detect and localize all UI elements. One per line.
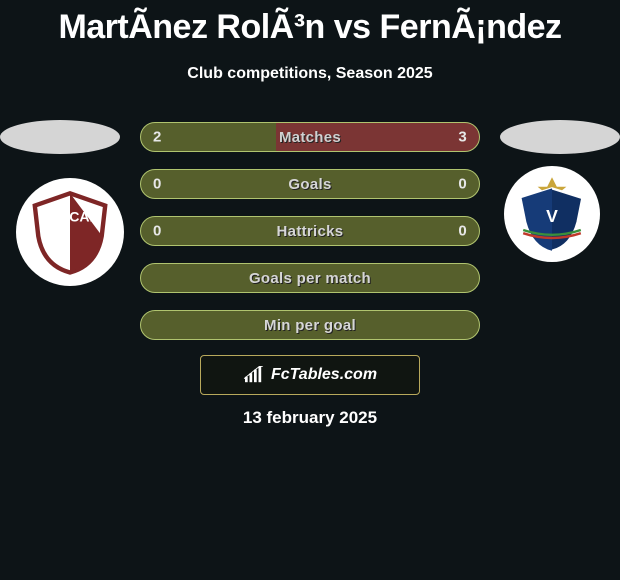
stat-value-left: 0 (153, 176, 162, 193)
stat-bar-mpg: Min per goal (140, 310, 480, 340)
stat-bar-gpm: Goals per match (140, 263, 480, 293)
stat-label: Min per goal (264, 317, 356, 334)
date-label: 13 february 2025 (0, 408, 620, 428)
svg-text:V: V (546, 206, 558, 226)
stage: MartÃ­nez RolÃ³n vs FernÃ¡ndez Club comp… (0, 0, 620, 83)
stat-label: Matches (279, 129, 341, 146)
stat-label: Hattricks (277, 223, 344, 240)
barchart-icon (243, 366, 265, 384)
club-badge-right: V (504, 166, 600, 262)
stat-value-left: 0 (153, 223, 162, 240)
page-subtitle: Club competitions, Season 2025 (0, 65, 620, 83)
stat-bar-matches: 2 Matches 3 (140, 122, 480, 152)
stat-label: Goals (288, 176, 331, 193)
brand-text: FcTables.com (271, 366, 377, 384)
velez-shield-icon: V (512, 174, 592, 254)
brand-box[interactable]: FcTables.com (200, 355, 420, 395)
stat-value-right: 3 (458, 129, 467, 146)
stat-bar-goals: 0 Goals 0 (140, 169, 480, 199)
club-badge-left: CAP (16, 178, 124, 286)
stat-value-right: 0 (458, 176, 467, 193)
stat-bars: 2 Matches 3 0 Goals 0 0 Hattricks 0 Goals per mat… (140, 122, 480, 357)
stat-label: Goals per match (249, 270, 371, 287)
stat-value-right: 0 (458, 223, 467, 240)
stat-value-left: 2 (153, 129, 162, 146)
player-oval-left (0, 120, 120, 154)
stat-bar-hattricks: 0 Hattricks 0 (140, 216, 480, 246)
page-title: MartÃ­nez RolÃ³n vs FernÃ¡ndez (0, 0, 620, 47)
player-oval-right (500, 120, 620, 154)
cap-shield-icon: CAP (26, 188, 114, 276)
svg-text:CAP: CAP (69, 208, 99, 224)
